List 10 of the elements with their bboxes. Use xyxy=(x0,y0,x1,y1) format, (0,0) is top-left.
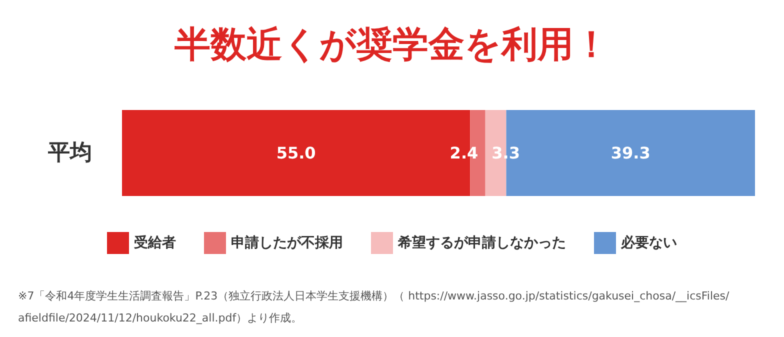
data-label: 55.0 xyxy=(276,144,316,162)
legend-label: 申請したが不採用 xyxy=(231,234,343,251)
y-tick-label: 平均 xyxy=(47,140,92,166)
chart-title: 半数近くが奨学金を利用！ xyxy=(174,24,610,66)
legend-label: 受給者 xyxy=(133,235,176,251)
text: ※7「令和4年度学生生活調査報告」P.23（独立行政法人日本学生支援機構）（ https://www.jasso.go.jp/statistics/gakusei_chosa/__icsFiles/afieldfile/2024/11/12/houkoku22_all.pdf）より作成。 xyxy=(18,290,730,324)
data-label: 39.3 xyxy=(610,144,650,162)
legend-label: 必要ない xyxy=(620,234,677,251)
data-label: 2.4 xyxy=(450,144,478,162)
legend-label: 希望するが申請しなかった xyxy=(397,234,566,251)
